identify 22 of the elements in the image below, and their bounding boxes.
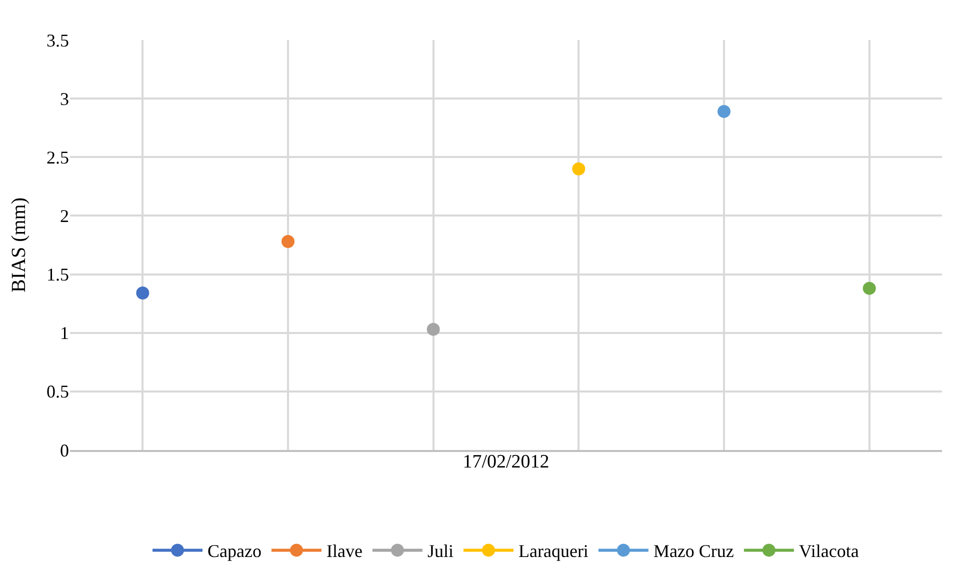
legend-label: Capazo [208,541,262,562]
y-tick-label: 2.5 [46,147,69,168]
y-tick-label: 0.5 [46,382,69,402]
y-tick-label: 3.5 [46,30,69,50]
point [862,282,876,295]
y-tick-label: 2 [60,206,69,226]
y-tick-label: 1 [60,323,69,344]
y-axis-title: BIAS (mm) [8,198,30,292]
y-tick-label: 0 [60,440,69,460]
point [572,162,586,176]
legend-label: Ilave [326,541,362,562]
legend-label: Mazo Cruz [653,541,734,562]
y-tick-label: 3 [60,88,69,109]
point [282,234,294,248]
y-tick-label: 1.5 [46,264,69,285]
legend-label: Vilacota [798,541,859,562]
legend-label: Juli [427,541,454,562]
x-axis-title: 17/02/2012 [462,452,550,473]
legend-label: Laraqueri [518,541,588,562]
point [718,104,730,118]
point [136,286,150,300]
point [426,322,440,336]
